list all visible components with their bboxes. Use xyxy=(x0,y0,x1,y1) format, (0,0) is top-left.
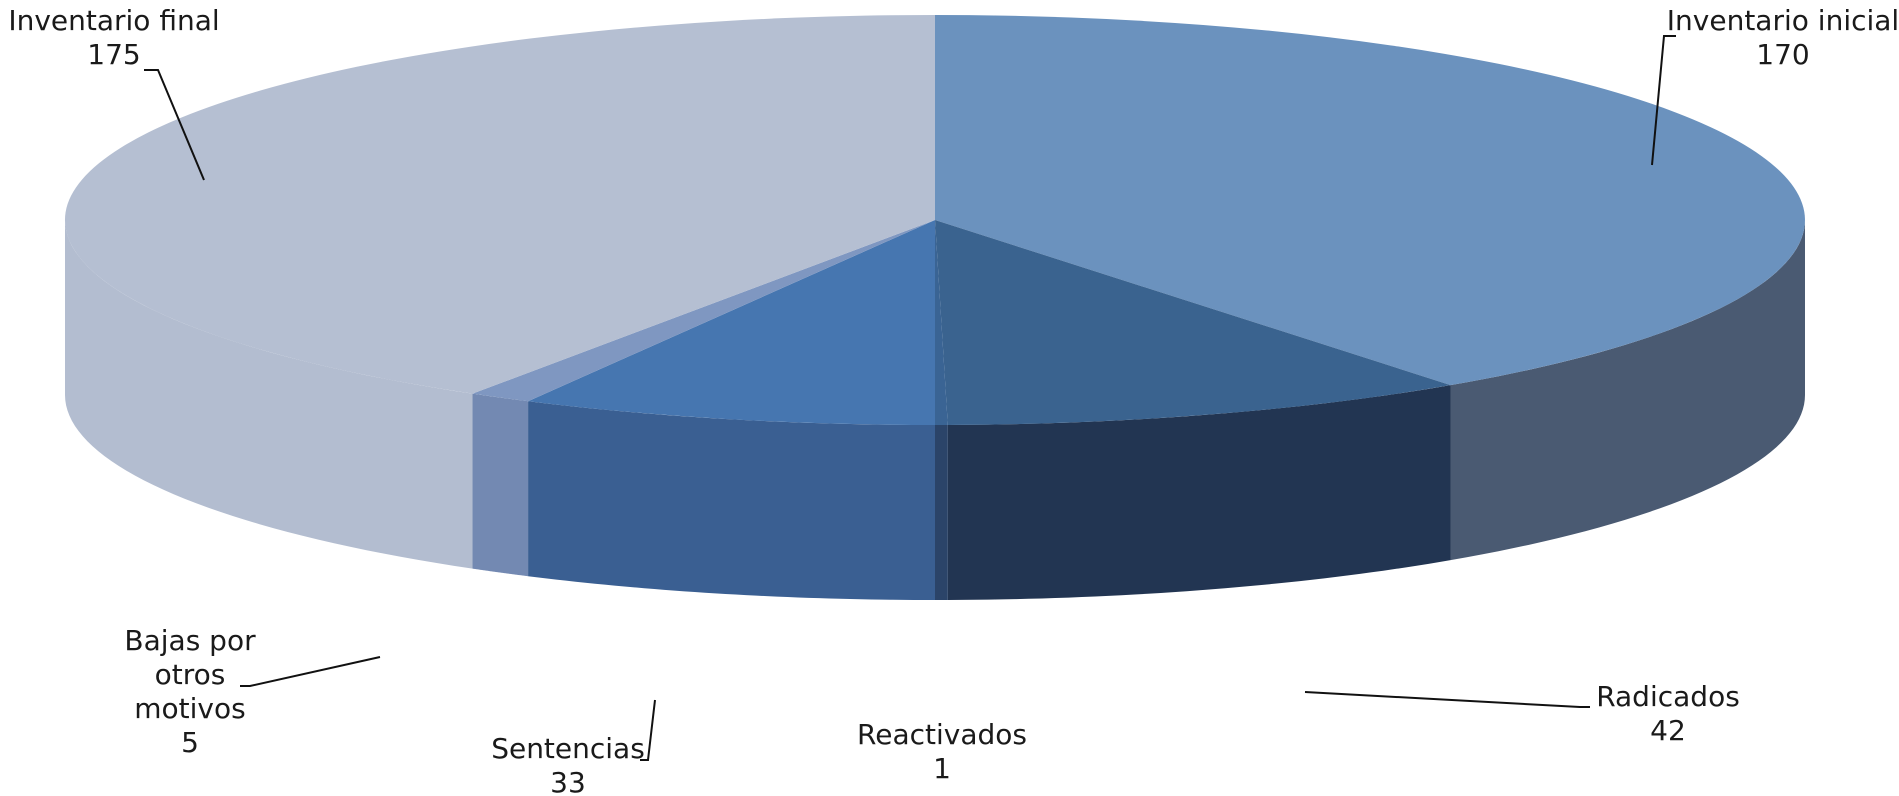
side-wall-radicados xyxy=(947,385,1451,600)
pie-top-faces xyxy=(64,14,1805,426)
slice-radicados xyxy=(935,220,1451,425)
leader-inventario-final xyxy=(144,69,205,181)
label-radicados-name: Radicados xyxy=(1596,680,1740,713)
slice-label-sentencias: Sentencias 33 xyxy=(491,732,645,796)
label-radicados-value: 42 xyxy=(1650,714,1686,747)
leader-radicados xyxy=(1304,691,1590,708)
label-sentencias-value: 33 xyxy=(550,766,586,796)
label-inventario-inicial-value: 170 xyxy=(1756,38,1809,71)
slice-inventario-inicial xyxy=(935,15,1805,386)
slice-label-bajas: Bajas por otros motivos 5 xyxy=(124,624,256,759)
slice-reactivados xyxy=(935,220,948,426)
pie-side-walls xyxy=(65,220,1805,600)
side-wall-bajas-por-otros-motivos xyxy=(472,393,529,577)
leader-sentencias xyxy=(640,699,656,761)
label-bajas-line1: Bajas por xyxy=(124,624,256,657)
label-reactivados-value: 1 xyxy=(933,752,951,785)
leader-bajas xyxy=(240,656,381,687)
side-wall-sentencias xyxy=(528,401,935,600)
label-inventario-inicial-name: Inventario inicial xyxy=(1667,4,1899,37)
slice-label-inventario-inicial: Inventario inicial 170 xyxy=(1667,4,1899,71)
label-bajas-line2: otros xyxy=(155,658,226,691)
slice-label-reactivados: Reactivados 1 xyxy=(857,718,1027,785)
side-wall-inventario-inicial xyxy=(1450,220,1805,561)
label-inventario-final-value: 175 xyxy=(87,38,140,71)
label-bajas-line3: motivos xyxy=(134,692,245,725)
side-wall-inventario-final xyxy=(65,220,473,569)
leader-lines xyxy=(144,35,1676,761)
side-wall-reactivados xyxy=(935,424,948,600)
label-sentencias-name: Sentencias xyxy=(491,732,645,765)
label-reactivados-name: Reactivados xyxy=(857,718,1027,751)
slice-inventario-final xyxy=(64,14,936,394)
label-inventario-final-name: Inventario final xyxy=(8,4,219,37)
slice-sentencias xyxy=(528,220,935,425)
slice-label-inventario-final: Inventario final 175 xyxy=(8,4,219,71)
slice-bajas-por-otros-motivos xyxy=(472,220,935,402)
slice-label-radicados: Radicados 42 xyxy=(1596,680,1740,747)
leader-inventario-inicial xyxy=(1651,35,1676,166)
label-bajas-value: 5 xyxy=(181,726,199,759)
